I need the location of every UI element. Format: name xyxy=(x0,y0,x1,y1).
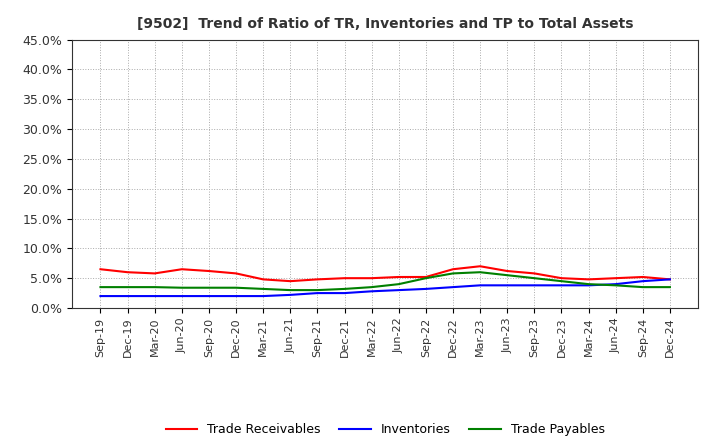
Trade Payables xyxy=(611,282,620,288)
Inventories xyxy=(665,277,674,282)
Inventories xyxy=(204,293,213,299)
Line: Trade Receivables: Trade Receivables xyxy=(101,266,670,281)
Trade Payables xyxy=(150,285,159,290)
Trade Payables xyxy=(557,279,566,284)
Trade Receivables xyxy=(639,275,647,280)
Trade Payables xyxy=(421,275,430,281)
Trade Receivables xyxy=(557,275,566,281)
Trade Payables xyxy=(530,275,539,281)
Inventories xyxy=(530,282,539,288)
Trade Payables xyxy=(449,271,457,276)
Inventories xyxy=(503,282,511,288)
Trade Receivables xyxy=(503,268,511,274)
Inventories xyxy=(150,293,159,299)
Trade Payables xyxy=(503,272,511,278)
Trade Receivables xyxy=(476,264,485,269)
Inventories xyxy=(367,289,376,294)
Trade Receivables xyxy=(665,277,674,282)
Inventories xyxy=(178,293,186,299)
Legend: Trade Receivables, Inventories, Trade Payables: Trade Receivables, Inventories, Trade Pa… xyxy=(161,418,610,440)
Trade Receivables xyxy=(584,277,593,282)
Inventories xyxy=(639,279,647,284)
Trade Payables xyxy=(123,285,132,290)
Trade Payables xyxy=(395,282,403,287)
Trade Receivables xyxy=(286,279,294,284)
Trade Payables xyxy=(341,286,349,292)
Trade Receivables xyxy=(395,275,403,280)
Trade Receivables xyxy=(178,267,186,272)
Trade Receivables xyxy=(313,277,322,282)
Title: [9502]  Trend of Ratio of TR, Inventories and TP to Total Assets: [9502] Trend of Ratio of TR, Inventories… xyxy=(137,18,634,32)
Inventories xyxy=(584,282,593,288)
Trade Payables xyxy=(665,285,674,290)
Trade Payables xyxy=(286,287,294,293)
Trade Payables xyxy=(584,282,593,287)
Trade Payables xyxy=(367,285,376,290)
Inventories xyxy=(395,287,403,293)
Inventories xyxy=(286,292,294,297)
Line: Inventories: Inventories xyxy=(101,279,670,296)
Line: Trade Payables: Trade Payables xyxy=(101,272,670,290)
Trade Receivables xyxy=(96,267,105,272)
Inventories xyxy=(259,293,268,299)
Trade Payables xyxy=(476,270,485,275)
Trade Payables xyxy=(232,285,240,290)
Inventories xyxy=(557,282,566,288)
Inventories xyxy=(421,286,430,292)
Trade Receivables xyxy=(530,271,539,276)
Trade Receivables xyxy=(449,267,457,272)
Trade Payables xyxy=(639,285,647,290)
Trade Payables xyxy=(204,285,213,290)
Inventories xyxy=(611,282,620,287)
Trade Payables xyxy=(259,286,268,292)
Inventories xyxy=(123,293,132,299)
Trade Receivables xyxy=(259,277,268,282)
Inventories xyxy=(476,282,485,288)
Trade Payables xyxy=(178,285,186,290)
Trade Receivables xyxy=(232,271,240,276)
Trade Receivables xyxy=(611,275,620,281)
Trade Receivables xyxy=(204,268,213,274)
Trade Receivables xyxy=(341,275,349,281)
Trade Receivables xyxy=(123,270,132,275)
Trade Receivables xyxy=(150,271,159,276)
Inventories xyxy=(449,285,457,290)
Inventories xyxy=(96,293,105,299)
Trade Payables xyxy=(313,287,322,293)
Inventories xyxy=(313,290,322,296)
Inventories xyxy=(232,293,240,299)
Trade Receivables xyxy=(421,275,430,280)
Inventories xyxy=(341,290,349,296)
Trade Payables xyxy=(96,285,105,290)
Trade Receivables xyxy=(367,275,376,281)
